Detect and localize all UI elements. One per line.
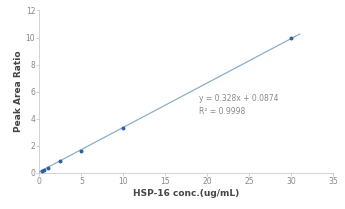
Text: y = 0.328x + 0.0874: y = 0.328x + 0.0874 <box>199 94 278 103</box>
Point <box>79 149 84 152</box>
Point <box>288 37 294 40</box>
X-axis label: HSP-16 conc.(ug/mL): HSP-16 conc.(ug/mL) <box>133 189 239 198</box>
Text: R² = 0.9998: R² = 0.9998 <box>199 107 245 116</box>
Y-axis label: Peak Area Ratio: Peak Area Ratio <box>14 51 23 133</box>
Point <box>45 166 51 169</box>
Point <box>39 169 44 173</box>
Point <box>41 168 46 172</box>
Point <box>121 126 126 129</box>
Point <box>58 159 63 162</box>
